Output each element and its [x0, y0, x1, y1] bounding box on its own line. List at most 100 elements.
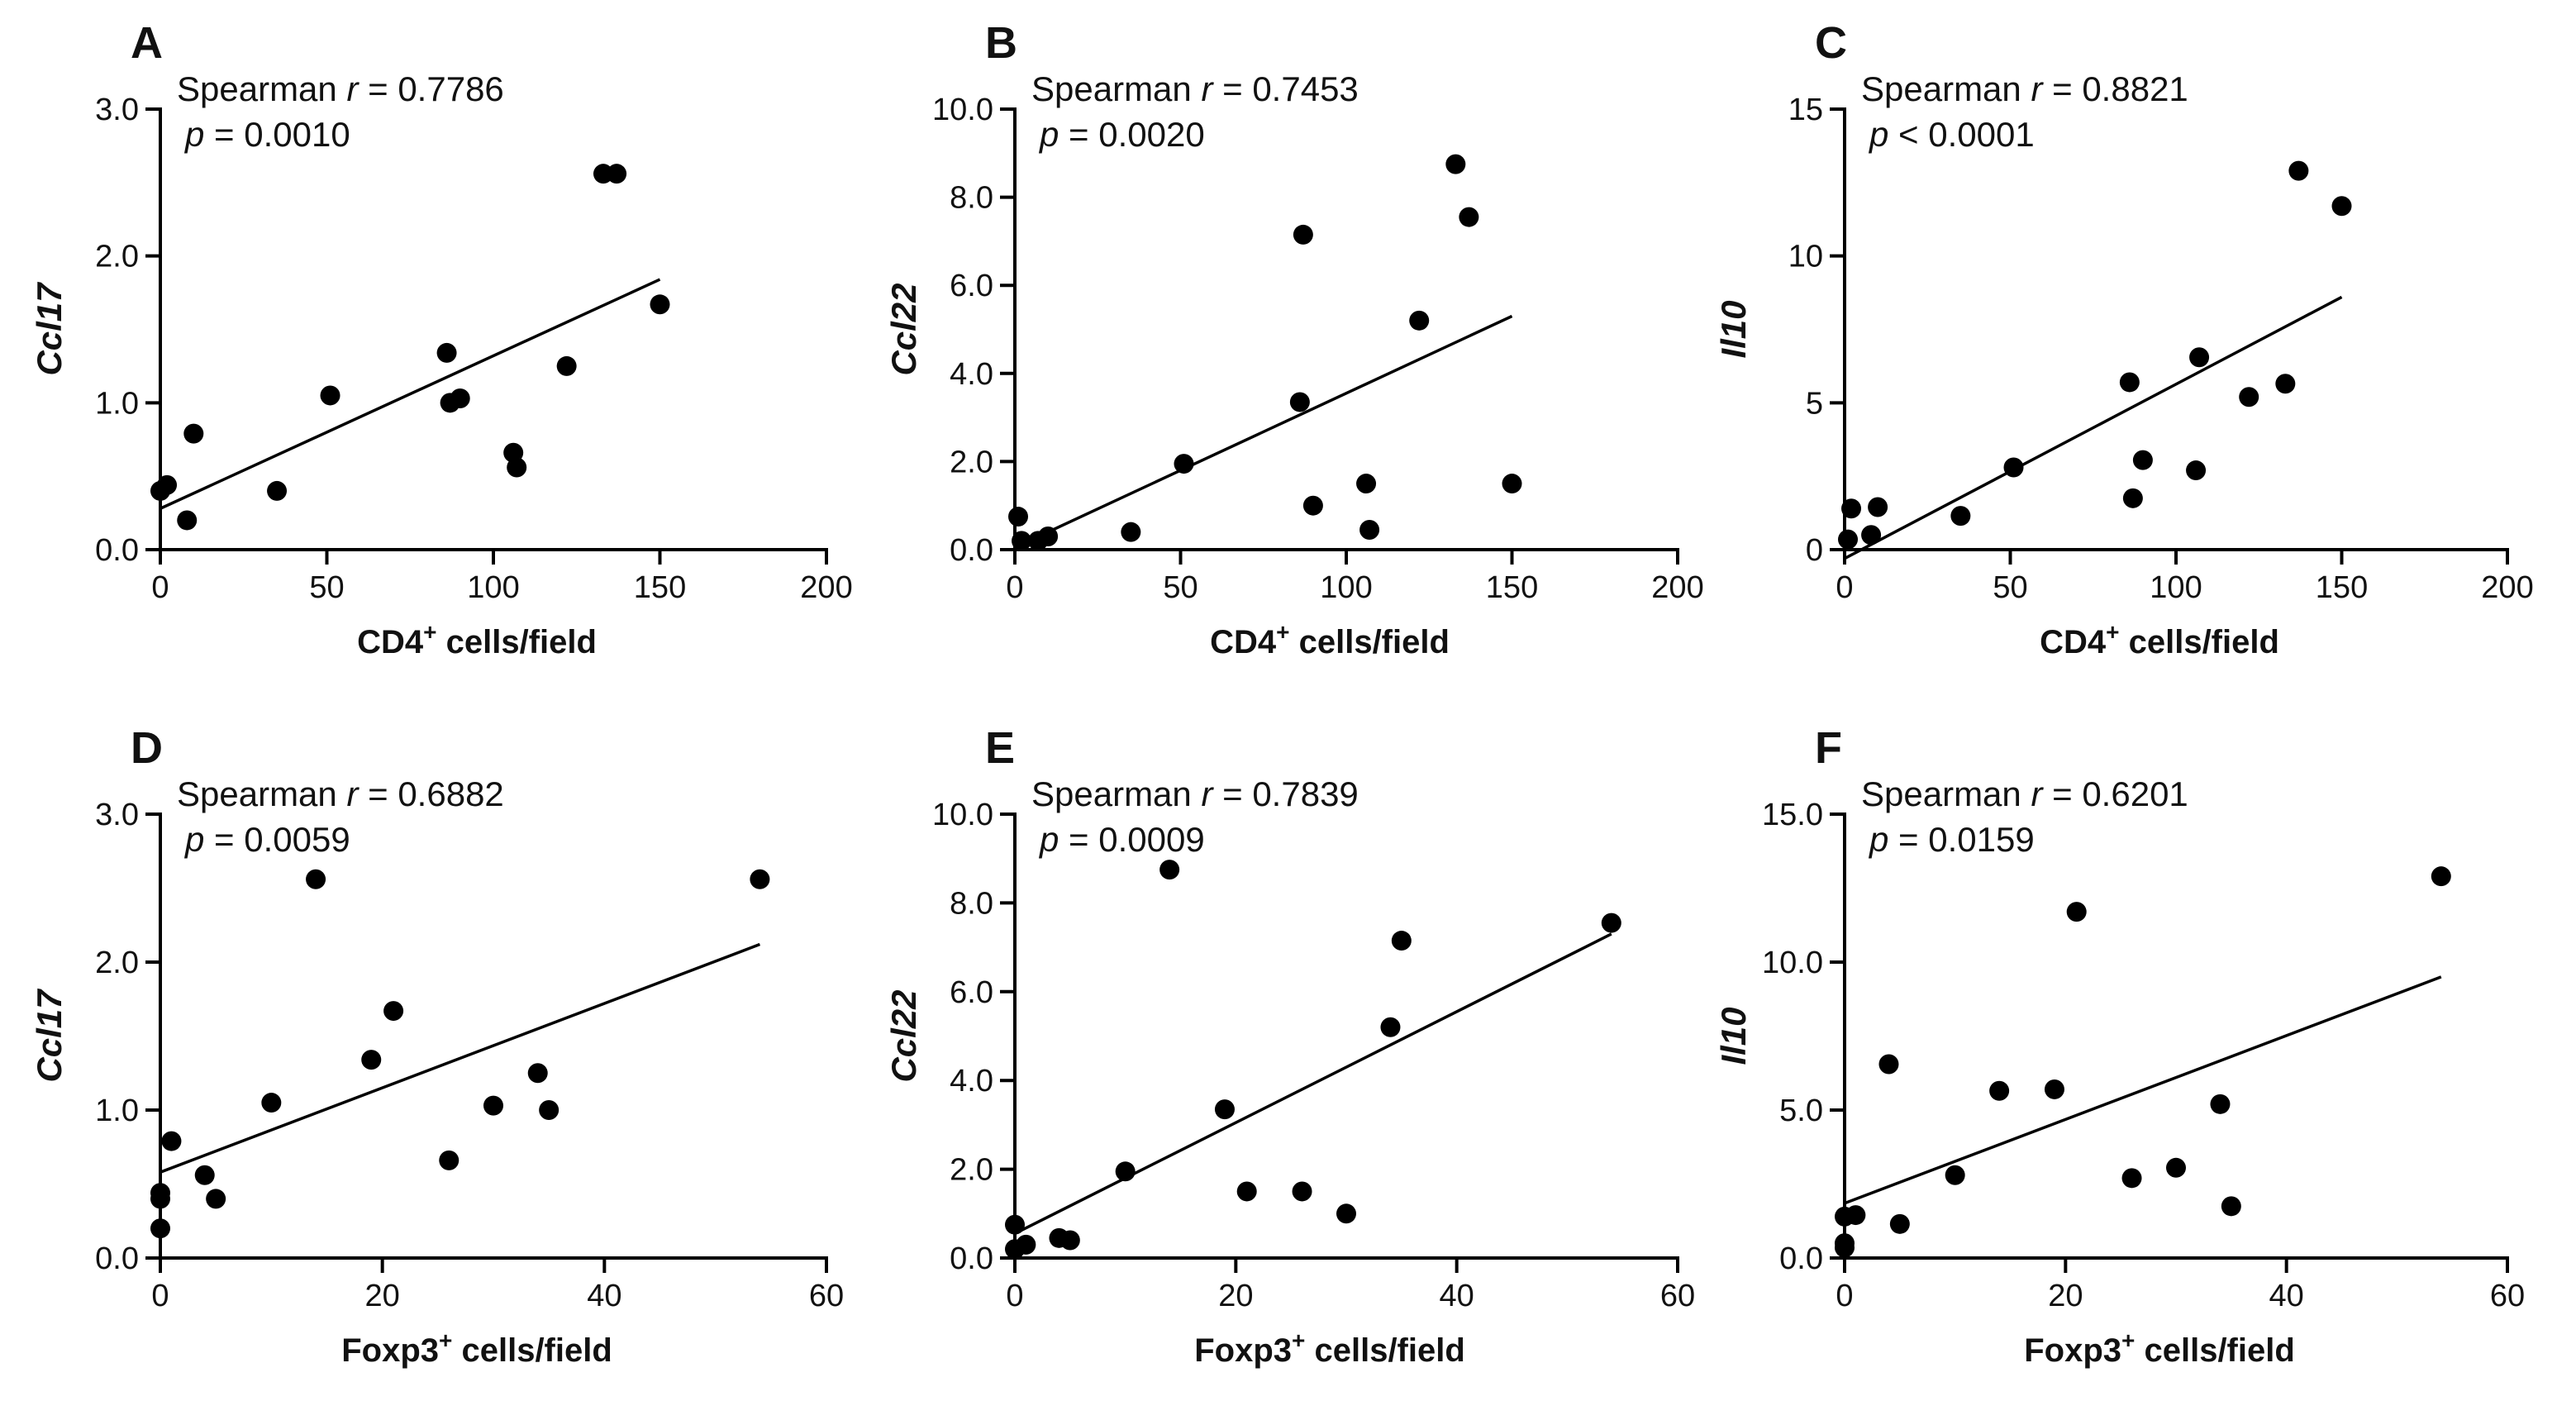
data-point: [1174, 454, 1194, 474]
x-tick-label: 0: [151, 1279, 169, 1313]
y-tick-label: 15.0: [1762, 798, 1823, 832]
data-point: [1236, 1181, 1257, 1202]
data-point: [1845, 1205, 1866, 1226]
data-point: [2221, 1196, 2241, 1217]
panel-label: E: [985, 723, 1015, 773]
data-point: [1502, 474, 1522, 494]
data-point: [1868, 497, 1888, 517]
y-tick-label: 0.0: [1779, 1241, 1823, 1276]
y-tick-label: 10.0: [1762, 946, 1823, 980]
data-point: [1945, 1165, 1965, 1185]
data-point: [1380, 1017, 1401, 1037]
regression-line: [160, 278, 661, 510]
data-point: [1359, 520, 1380, 541]
y-tick-label: 0: [1806, 533, 1823, 568]
x-tick-label: 50: [309, 570, 344, 605]
x-tick-label: 0: [1836, 570, 1853, 605]
y-axis-label: Ccl22: [884, 283, 923, 375]
data-point: [2288, 160, 2309, 181]
x-axis-label: CD4+ cells/field: [1210, 619, 1450, 660]
p-value-text: p = 0.0020: [1038, 115, 1205, 154]
data-point: [556, 355, 577, 376]
spearman-r-text: Spearman r = 0.8821: [1861, 69, 2188, 108]
data-point: [650, 294, 670, 315]
data-point: [2186, 460, 2207, 481]
x-tick-label: 20: [1218, 1279, 1253, 1313]
y-axis-label: Il10: [1714, 300, 1753, 358]
data-point: [539, 1100, 559, 1120]
data-point: [361, 1050, 382, 1070]
data-point: [1016, 1234, 1036, 1255]
x-tick-label: 100: [2150, 570, 2202, 605]
x-tick-label: 60: [809, 1279, 844, 1313]
data-point: [1008, 507, 1029, 527]
x-tick-label: 60: [2490, 1279, 2525, 1313]
data-point: [306, 869, 326, 889]
x-axis-label: Foxp3+ cells/field: [341, 1327, 612, 1369]
data-point: [439, 1150, 459, 1170]
data-point: [157, 474, 178, 495]
p-value-text: p = 0.0159: [1868, 820, 2035, 859]
data-point: [1289, 392, 1310, 412]
data-point: [436, 342, 457, 363]
regression-line: [160, 942, 761, 1174]
data-point: [1038, 527, 1059, 547]
y-tick-label: 2.0: [95, 240, 139, 274]
y-tick-label: 0.0: [95, 1241, 139, 1276]
data-point: [161, 1131, 182, 1151]
data-point: [1336, 1203, 1356, 1224]
x-tick-label: 0: [1836, 1279, 1853, 1313]
y-tick-label: 3.0: [95, 798, 139, 832]
y-tick-label: 8.0: [950, 181, 993, 216]
data-point: [527, 1063, 548, 1084]
panel-a: 0 50 100 150 200 0.0 1.0 2.0 3.0 A Spearman r = 0.…: [30, 18, 853, 660]
x-tick-label: 50: [1993, 570, 2027, 605]
data-point: [1841, 498, 1862, 519]
data-point: [1989, 1080, 2010, 1101]
y-tick-label: 0.0: [95, 533, 139, 568]
x-tick-label: 0: [1006, 570, 1023, 605]
data-point: [177, 510, 198, 531]
data-point: [507, 457, 527, 478]
p-value-text: p = 0.0059: [183, 820, 350, 859]
y-tick-label: 5: [1806, 386, 1823, 421]
regression-line: [1844, 295, 2343, 560]
x-axis-label: Foxp3+ cells/field: [2024, 1327, 2295, 1369]
data-point: [383, 1001, 404, 1022]
panel-e: 0 20 40 60 0.0 2.0 4.0 6.0 8.0 10.0 E Spearman r = …: [884, 723, 1695, 1369]
data-point: [2122, 488, 2143, 508]
data-point: [1445, 154, 1466, 174]
data-point: [2166, 1157, 2186, 1178]
x-tick-label: 150: [634, 570, 686, 605]
data-point: [320, 385, 340, 406]
data-point: [1159, 860, 1180, 880]
data-point: [2239, 387, 2259, 407]
data-point: [450, 388, 470, 409]
x-tick-label: 50: [1163, 570, 1198, 605]
y-tick-label: 3.0: [95, 93, 139, 127]
data-point: [194, 1165, 215, 1185]
y-tick-label: 2.0: [950, 1153, 993, 1188]
x-tick-label: 20: [365, 1279, 400, 1313]
y-axis-label: Ccl22: [884, 989, 923, 1082]
y-tick-label: 10: [1788, 240, 1823, 274]
data-point: [1391, 931, 1412, 951]
data-point: [1835, 1233, 1855, 1254]
data-point: [2210, 1094, 2231, 1114]
x-tick-label: 40: [1440, 1279, 1474, 1313]
data-point: [1861, 525, 1882, 546]
data-point: [2331, 196, 2352, 217]
y-tick-label: 4.0: [950, 1064, 993, 1098]
data-point: [2003, 457, 2024, 478]
data-point: [261, 1093, 282, 1113]
panel-c: 0 50 100 150 200 0 5 10 15 C Spearman r = 0.8821 p …: [1714, 18, 2534, 660]
data-point: [483, 1095, 503, 1116]
data-point: [150, 1183, 170, 1203]
panel-label: D: [131, 723, 163, 773]
data-point: [607, 164, 627, 184]
y-tick-label: 2.0: [950, 445, 993, 479]
data-point: [1356, 474, 1377, 494]
spearman-r-text: Spearman r = 0.6201: [1861, 774, 2188, 813]
x-tick-label: 0: [151, 570, 169, 605]
